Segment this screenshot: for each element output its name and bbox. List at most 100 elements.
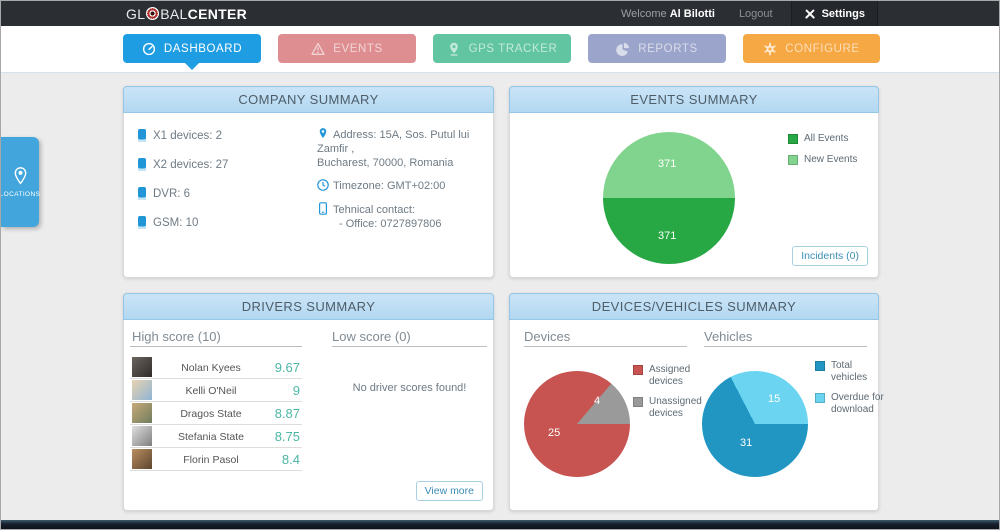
driver-row[interactable]: Kelli O'Neil 9	[130, 379, 302, 402]
locations-label: LOCATIONS	[0, 190, 41, 198]
contact-block: Tehnical contact: - Office: 0727897806	[317, 202, 485, 231]
driver-avatar	[132, 380, 152, 400]
devices-vehicles-summary-panel: DEVICES/VEHICLES SUMMARY Devices Vehicle…	[509, 293, 884, 511]
pie-value-new-events: 371	[658, 158, 677, 170]
devices-legend: Assigned devices Unassigned devices	[633, 364, 707, 428]
address-block: Address: 15A, Sos. Putul lui Zamfir , Bu…	[317, 127, 485, 170]
top-bar: GL BAL CENTER Welcome Al Bilotti Logout Se…	[1, 1, 999, 26]
company-summary-panel: COMPANY SUMMARY X1 devices: 2 X2 devices…	[123, 86, 494, 278]
drivers-summary-title: DRIVERS SUMMARY	[123, 293, 494, 320]
tab-reports[interactable]: REPORTS	[588, 34, 726, 63]
gear-icon	[764, 42, 777, 55]
map-pin-icon	[319, 128, 327, 139]
device-count-item: GSM: 10	[138, 216, 228, 229]
devices-vehicles-title: DEVICES/VEHICLES SUMMARY	[509, 293, 879, 320]
tab-dashboard[interactable]: DASHBOARD	[123, 34, 261, 63]
settings-label: Settings	[821, 7, 865, 20]
timezone-block: Timezone: GMT+02:00	[317, 179, 485, 193]
events-summary-panel: EVENTS SUMMARY 371 371 All Events New Ev…	[509, 86, 879, 278]
devices-rule	[524, 346, 687, 347]
logo-text-center: CENTER	[187, 5, 248, 22]
address-line2: Bucharest, 70000, Romania	[317, 157, 454, 169]
welcome-text: Welcome Al Bilotti	[621, 7, 715, 20]
devices-pie-chart: 25 4	[524, 371, 630, 477]
device-icon	[138, 216, 146, 229]
active-tab-caret	[185, 63, 199, 70]
vehicles-label: Vehicles	[704, 329, 753, 344]
view-more-button[interactable]: View more	[415, 481, 483, 501]
legend-swatch-new-events	[788, 154, 798, 165]
legend-item: All Events	[788, 133, 857, 145]
contact-title: Tehnical contact:	[333, 204, 415, 216]
tab-configure-label: CONFIGURE	[785, 42, 860, 55]
logout-link[interactable]: Logout	[738, 7, 773, 20]
legend-swatch-overdue	[815, 393, 825, 403]
tab-gps-tracker[interactable]: GPS TRACKER	[433, 34, 571, 63]
clock-icon	[317, 179, 329, 191]
legend-item: Assigned devices	[633, 364, 707, 387]
device-icon	[138, 187, 146, 200]
device-count-item: DVR: 6	[138, 187, 228, 200]
contact-office: - Office: 0727897806	[339, 218, 442, 230]
device-icon	[138, 129, 146, 142]
driver-name: Florin Pasol	[183, 454, 239, 466]
pie-value-all-events: 371	[658, 230, 677, 242]
location-pin-icon	[14, 166, 26, 185]
pie-chart-icon	[616, 42, 630, 56]
device-count-item: X1 devices: 2	[138, 129, 228, 142]
map-pin-icon	[449, 42, 458, 56]
warning-triangle-icon	[311, 42, 325, 55]
vehicles-pie-chart: 31 15	[702, 371, 808, 477]
devices-label: Devices	[524, 329, 571, 344]
pie-value-total-vehicles: 31	[740, 437, 753, 449]
driver-row[interactable]: Nolan Kyees 9.67	[130, 356, 302, 379]
target-icon	[146, 7, 160, 20]
settings-button[interactable]: Settings	[790, 1, 878, 26]
legend-swatch-total-vehicles	[815, 361, 825, 371]
driver-avatar	[132, 426, 152, 446]
tab-gps-tracker-label: GPS TRACKER	[468, 42, 558, 55]
tab-reports-label: REPORTS	[638, 42, 698, 55]
driver-avatar	[132, 403, 152, 423]
device-count-item: X2 devices: 27	[138, 158, 228, 171]
topbar-right: Welcome Al Bilotti Logout Settings	[621, 1, 878, 26]
events-pie-chart: 371 371	[603, 132, 735, 264]
driver-name: Nolan Kyees	[181, 362, 241, 374]
drivers-summary-panel: DRIVERS SUMMARY High score (10) Low scor…	[123, 293, 494, 511]
low-score-label: Low score (0)	[332, 329, 411, 344]
driver-row[interactable]: Dragos State 8.87	[130, 402, 302, 425]
driver-name: Stefania State	[178, 431, 244, 443]
legend-item: Overdue for download	[815, 392, 889, 415]
legend-item: Unassigned devices	[633, 396, 707, 419]
driver-name: Kelli O'Neil	[185, 385, 237, 397]
legend-item: New Events	[788, 154, 857, 166]
timezone-text: Timezone: GMT+02:00	[333, 180, 446, 192]
incidents-button[interactable]: Incidents (0)	[792, 246, 868, 266]
tools-icon	[804, 8, 816, 20]
device-icon	[138, 158, 146, 171]
locations-side-tab[interactable]: LOCATIONS	[0, 137, 41, 227]
driver-row[interactable]: Stefania State 8.75	[130, 425, 302, 448]
events-summary-title: EVENTS SUMMARY	[509, 86, 879, 113]
high-score-label: High score (10)	[132, 329, 221, 344]
tab-configure[interactable]: CONFIGURE	[743, 34, 880, 63]
driver-score: 8.87	[274, 406, 300, 421]
tab-events-label: EVENTS	[333, 42, 383, 55]
tab-events[interactable]: EVENTS	[278, 34, 416, 63]
driver-row[interactable]: Florin Pasol 8.4	[130, 448, 302, 471]
company-contact-info: Address: 15A, Sos. Putul lui Zamfir , Bu…	[317, 127, 485, 240]
nav-bar: DASHBOARD EVENTS GPS TRACKER REPORTS CON…	[1, 26, 999, 73]
driver-score: 8.75	[274, 429, 300, 444]
device-count-list: X1 devices: 2 X2 devices: 27 DVR: 6 GSM:…	[138, 129, 228, 245]
no-scores-message: No driver scores found!	[352, 382, 467, 394]
user-name: Al Bilotti	[669, 7, 715, 20]
gauge-icon	[142, 42, 155, 55]
high-score-list: Nolan Kyees 9.67 Kelli O'Neil 9 Dragos S…	[130, 356, 302, 471]
pie-value-assigned: 25	[548, 427, 561, 439]
vehicles-legend: Total vehicles Overdue for download	[815, 360, 889, 424]
tab-dashboard-label: DASHBOARD	[163, 42, 243, 55]
company-summary-title: COMPANY SUMMARY	[123, 86, 494, 113]
driver-score: 9	[292, 383, 300, 398]
address-line1: Address: 15A, Sos. Putul lui Zamfir ,	[317, 129, 470, 155]
